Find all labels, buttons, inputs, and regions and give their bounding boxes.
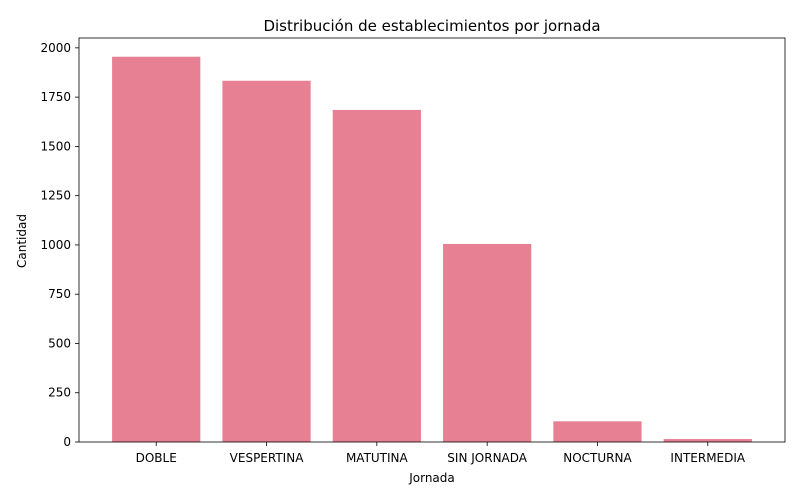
y-tick-label: 250 [48,386,71,400]
x-tick-label: VESPERTINA [230,451,305,465]
y-tick-label: 0 [63,435,71,449]
y-tick-label: 1250 [40,189,71,203]
y-tick-label: 750 [48,287,71,301]
x-tick-label: MATUTINA [346,451,409,465]
y-tick-label: 1500 [40,139,71,153]
bar-matutina [332,109,421,443]
y-tick-label: 1000 [40,238,71,252]
bar-nocturna [553,421,642,442]
bar-sin-jornada [443,243,532,442]
y-tick-label: 1750 [40,90,71,104]
y-axis-label: Cantidad [15,214,29,268]
y-tick-label: 500 [48,336,71,350]
y-tick-label: 2000 [40,41,71,55]
x-tick-label: NOCTURNA [563,451,632,465]
x-tick-label: DOBLE [136,451,177,465]
bar-intermedia [663,439,752,442]
x-tick-label: SIN JORNADA [447,451,527,465]
plot-area: DOBLE VESPERTINA MATUTINA SIN JORNADA NOCTUR… [40,37,786,465]
bar-doble [112,56,201,442]
bar-vespertina [222,80,311,442]
chart-title: Distribución de establecimientos por jor… [263,17,600,35]
plot-frame [78,37,786,443]
x-axis-label: Jornada [408,471,455,485]
x-tick-label: INTERMEDIA [670,451,745,465]
